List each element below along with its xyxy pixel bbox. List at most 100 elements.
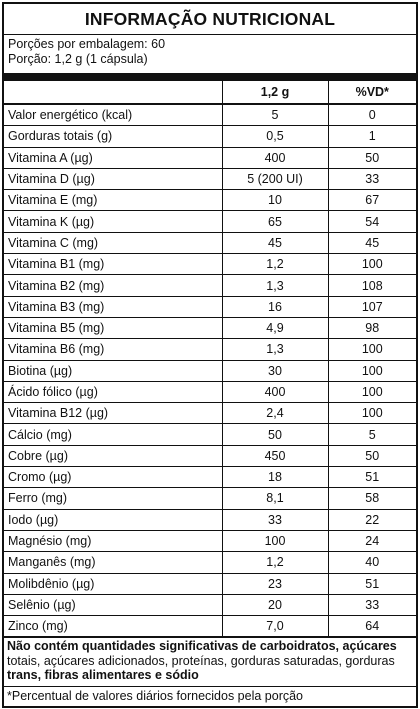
nutrient-daily-value: 58 xyxy=(327,487,416,510)
note-bold-end-text: trans, fibras alimentares e sódio xyxy=(7,668,199,683)
nutrient-name: Vitamina K (µg) xyxy=(4,210,222,233)
nutrient-row: Iodo (µg) 33 22 xyxy=(4,509,416,531)
nutrient-daily-value: 100 xyxy=(327,360,416,382)
nutrient-row: Biotina (µg) 30 100 xyxy=(4,360,416,382)
header-amount: 1,2 g xyxy=(221,81,328,105)
nutrient-row: Vitamina B3 (mg) 16 107 xyxy=(4,296,416,318)
nutrient-name: Cálcio (mg) xyxy=(4,423,222,446)
nutrient-amount: 7,0 xyxy=(221,615,328,639)
nutrient-daily-value: 51 xyxy=(327,573,416,595)
note-normal-text: totais, açúcares adicionados, proteínas,… xyxy=(7,653,395,668)
nutrient-amount: 18 xyxy=(221,466,328,489)
nutrition-table: 1,2 g %VD* Valor energético (kcal) 5 0 Gord… xyxy=(4,81,416,639)
nutrient-row: Zinco (mg) 7,0 64 xyxy=(4,615,416,639)
nutrient-name: Vitamina B1 (mg) xyxy=(4,253,222,276)
nutrient-name: Ferro (mg) xyxy=(4,487,222,510)
nutrient-row: Vitamina B5 (mg) 4,9 98 xyxy=(4,317,416,340)
header-daily-value: %VD* xyxy=(327,81,416,105)
serving-size: Porção: 1,2 g (1 cápsula) xyxy=(8,52,148,66)
nutrient-daily-value: 98 xyxy=(327,317,416,340)
nutrient-name: Manganês (mg) xyxy=(4,551,222,574)
nutrient-row: Vitamina B6 (mg) 1,3 100 xyxy=(4,338,416,361)
nutrient-name: Cromo (µg) xyxy=(4,466,222,489)
nutrient-amount: 50 xyxy=(221,423,328,446)
nutrient-amount: 0,5 xyxy=(221,125,328,148)
nutrient-amount: 30 xyxy=(221,360,328,382)
nutrient-row: Vitamina D (µg) 5 (200 UI) 33 xyxy=(4,168,416,191)
nutrient-name: Selênio (µg) xyxy=(4,594,222,617)
nutrient-row: Vitamina E (mg) 10 67 xyxy=(4,189,416,212)
nutrient-daily-value: 67 xyxy=(327,189,416,212)
nutrient-name: Biotina (µg) xyxy=(4,360,222,382)
nutrient-row: Ferro (mg) 8,1 58 xyxy=(4,487,416,510)
nutrient-amount: 4,9 xyxy=(221,317,328,340)
nutrient-amount: 400 xyxy=(221,147,328,169)
nutrient-daily-value: 107 xyxy=(327,296,416,318)
nutrient-daily-value: 108 xyxy=(327,274,416,297)
nutrient-name: Vitamina B6 (mg) xyxy=(4,338,222,361)
nutrient-row: Ácido fólico (µg) 400 100 xyxy=(4,381,416,404)
nutrient-amount: 1,3 xyxy=(221,274,328,297)
nutrient-rows: Valor energético (kcal) 5 0 Gorduras totais… xyxy=(4,104,416,639)
nutrient-name: Ácido fólico (µg) xyxy=(4,381,222,404)
nutrient-daily-value: 33 xyxy=(327,168,416,191)
nutrient-daily-value: 50 xyxy=(327,445,416,468)
nutrient-row: Vitamina K (µg) 65 54 xyxy=(4,210,416,233)
nutrient-daily-value: 22 xyxy=(327,509,416,531)
nutrient-name: Vitamina E (mg) xyxy=(4,189,222,212)
header-nutrient xyxy=(4,81,222,105)
nutrient-daily-value: 45 xyxy=(327,232,416,255)
nutrient-amount: 33 xyxy=(221,509,328,531)
nutrient-amount: 450 xyxy=(221,445,328,468)
nutrient-amount: 16 xyxy=(221,296,328,318)
nutrient-name: Vitamina B2 (mg) xyxy=(4,274,222,297)
nutrient-row: Vitamina B12 (µg) 2,4 100 xyxy=(4,402,416,425)
nutrient-name: Valor energético (kcal) xyxy=(4,104,222,127)
nutrient-row: Manganês (mg) 1,2 40 xyxy=(4,551,416,574)
nutrient-row: Vitamina B1 (mg) 1,2 100 xyxy=(4,253,416,276)
nutrient-row: Vitamina A (µg) 400 50 xyxy=(4,147,416,169)
nutrient-amount: 10 xyxy=(221,189,328,212)
nutrient-name: Zinco (mg) xyxy=(4,615,222,639)
nutrient-daily-value: 50 xyxy=(327,147,416,169)
nutrient-name: Vitamina B12 (µg) xyxy=(4,402,222,425)
nutrient-daily-value: 51 xyxy=(327,466,416,489)
nutrient-daily-value: 100 xyxy=(327,338,416,361)
nutrient-name: Vitamina C (mg) xyxy=(4,232,222,255)
nutrient-row: Valor energético (kcal) 5 0 xyxy=(4,104,416,127)
nutrient-daily-value: 5 xyxy=(327,423,416,446)
nutrient-name: Molibdênio (µg) xyxy=(4,573,222,595)
nutrient-daily-value: 1 xyxy=(327,125,416,148)
nutrient-amount: 20 xyxy=(221,594,328,617)
nutrient-daily-value: 24 xyxy=(327,530,416,553)
nutrient-name: Vitamina D (µg) xyxy=(4,168,222,191)
nutrient-name: Vitamina B3 (mg) xyxy=(4,296,222,318)
label-title: INFORMAÇÃO NUTRICIONAL xyxy=(4,4,416,35)
nutrient-amount: 400 xyxy=(221,381,328,404)
nutrient-name: Gorduras totais (g) xyxy=(4,125,222,148)
nutrient-row: Selênio (µg) 20 33 xyxy=(4,594,416,617)
nutrient-daily-value: 64 xyxy=(327,615,416,639)
nutrient-amount: 2,4 xyxy=(221,402,328,425)
nutrient-row: Gorduras totais (g) 0,5 1 xyxy=(4,125,416,148)
nutrient-name: Iodo (µg) xyxy=(4,509,222,531)
nutrient-row: Molibdênio (µg) 23 51 xyxy=(4,573,416,595)
daily-value-footnote: *Percentual de valores diários fornecido… xyxy=(7,689,304,704)
nutrient-daily-value: 100 xyxy=(327,381,416,404)
nutrient-daily-value: 40 xyxy=(327,551,416,574)
nutrient-daily-value: 100 xyxy=(327,402,416,425)
nutrient-row: Vitamina B2 (mg) 1,3 108 xyxy=(4,274,416,297)
nutrient-row: Cromo (µg) 18 51 xyxy=(4,466,416,489)
note-bold-text: Não contém quantidades significativas de… xyxy=(7,639,397,654)
nutrient-name: Vitamina A (µg) xyxy=(4,147,222,169)
nutrient-amount: 8,1 xyxy=(221,487,328,510)
nutrient-name: Vitamina B5 (mg) xyxy=(4,317,222,340)
nutrient-daily-value: 54 xyxy=(327,210,416,233)
nutrient-amount: 23 xyxy=(221,573,328,595)
nutrient-amount: 1,2 xyxy=(221,253,328,276)
not-significant-note: Não contém quantidades significativas de… xyxy=(4,638,416,688)
nutrient-amount: 5 xyxy=(221,104,328,127)
nutrient-amount: 1,2 xyxy=(221,551,328,574)
servings-per-package: Porções por embalagem: 60 xyxy=(8,37,166,51)
